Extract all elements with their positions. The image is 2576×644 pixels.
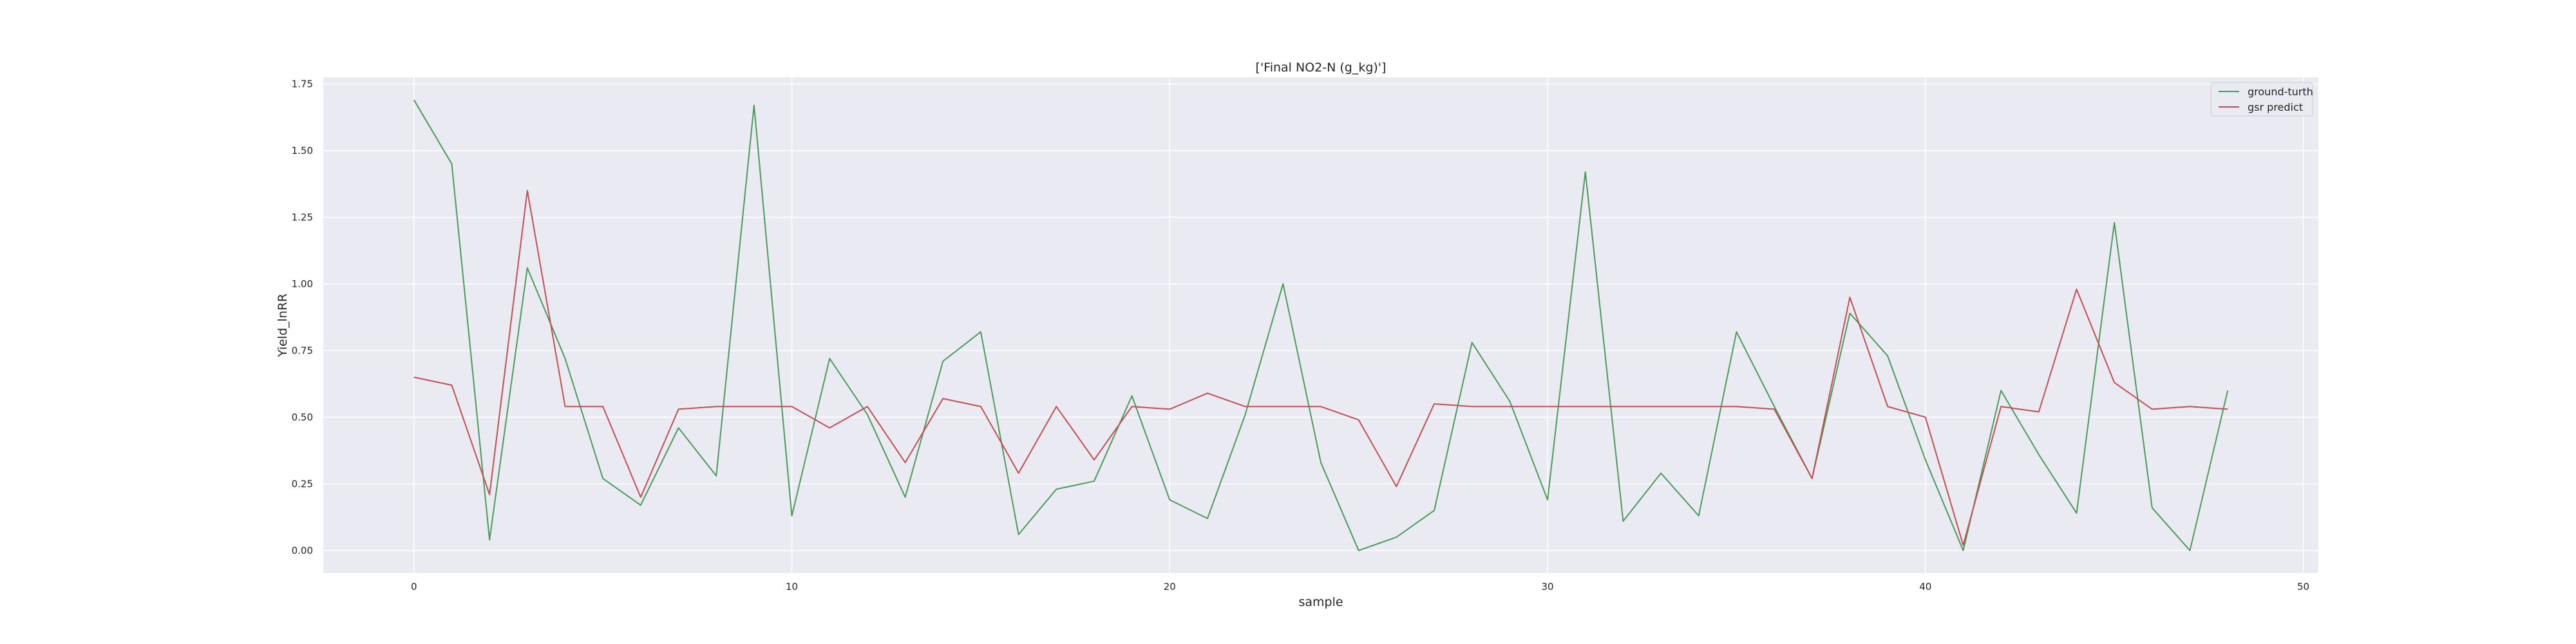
y-tick-label: 0.75 [292, 345, 313, 356]
x-tick-label: 40 [1919, 581, 1931, 592]
y-axis-label: Yield_lnRR [276, 294, 290, 357]
y-tick-labels: 0.00 0.25 0.50 0.75 1.00 1.25 1.50 1.75 [292, 78, 313, 556]
y-tick-label: 0.25 [292, 478, 313, 489]
grid [323, 77, 2318, 573]
legend-label-ground-turth: ground-turth [2248, 86, 2313, 98]
y-tick-label: 1.50 [292, 145, 313, 156]
x-axis-label: sample [1298, 595, 1343, 609]
y-tick-label: 1.25 [292, 211, 313, 223]
x-tick-label: 10 [786, 581, 798, 592]
x-tick-label: 30 [1541, 581, 1553, 592]
plot-background [323, 77, 2318, 573]
series-lines [413, 99, 2229, 551]
chart-title: ['Final NO2-N (g_kg)'] [1256, 61, 1387, 75]
series-line-ground-turth [413, 99, 2229, 551]
legend-label-gsr-predict: gsr predict [2248, 101, 2303, 113]
y-tick-label: 0.00 [292, 545, 313, 556]
x-tick-label: 0 [411, 581, 417, 592]
x-tick-label: 50 [2297, 581, 2309, 592]
y-tick-label: 0.50 [292, 412, 313, 423]
x-tick-labels: 0 10 20 30 40 50 [411, 581, 2309, 592]
y-tick-label: 1.75 [292, 78, 313, 90]
x-tick-label: 20 [1164, 581, 1176, 592]
series-line-gsr-predict [413, 189, 2228, 546]
y-tick-label: 1.00 [292, 278, 313, 290]
legend: ground-turth gsr predict [2210, 82, 2313, 117]
